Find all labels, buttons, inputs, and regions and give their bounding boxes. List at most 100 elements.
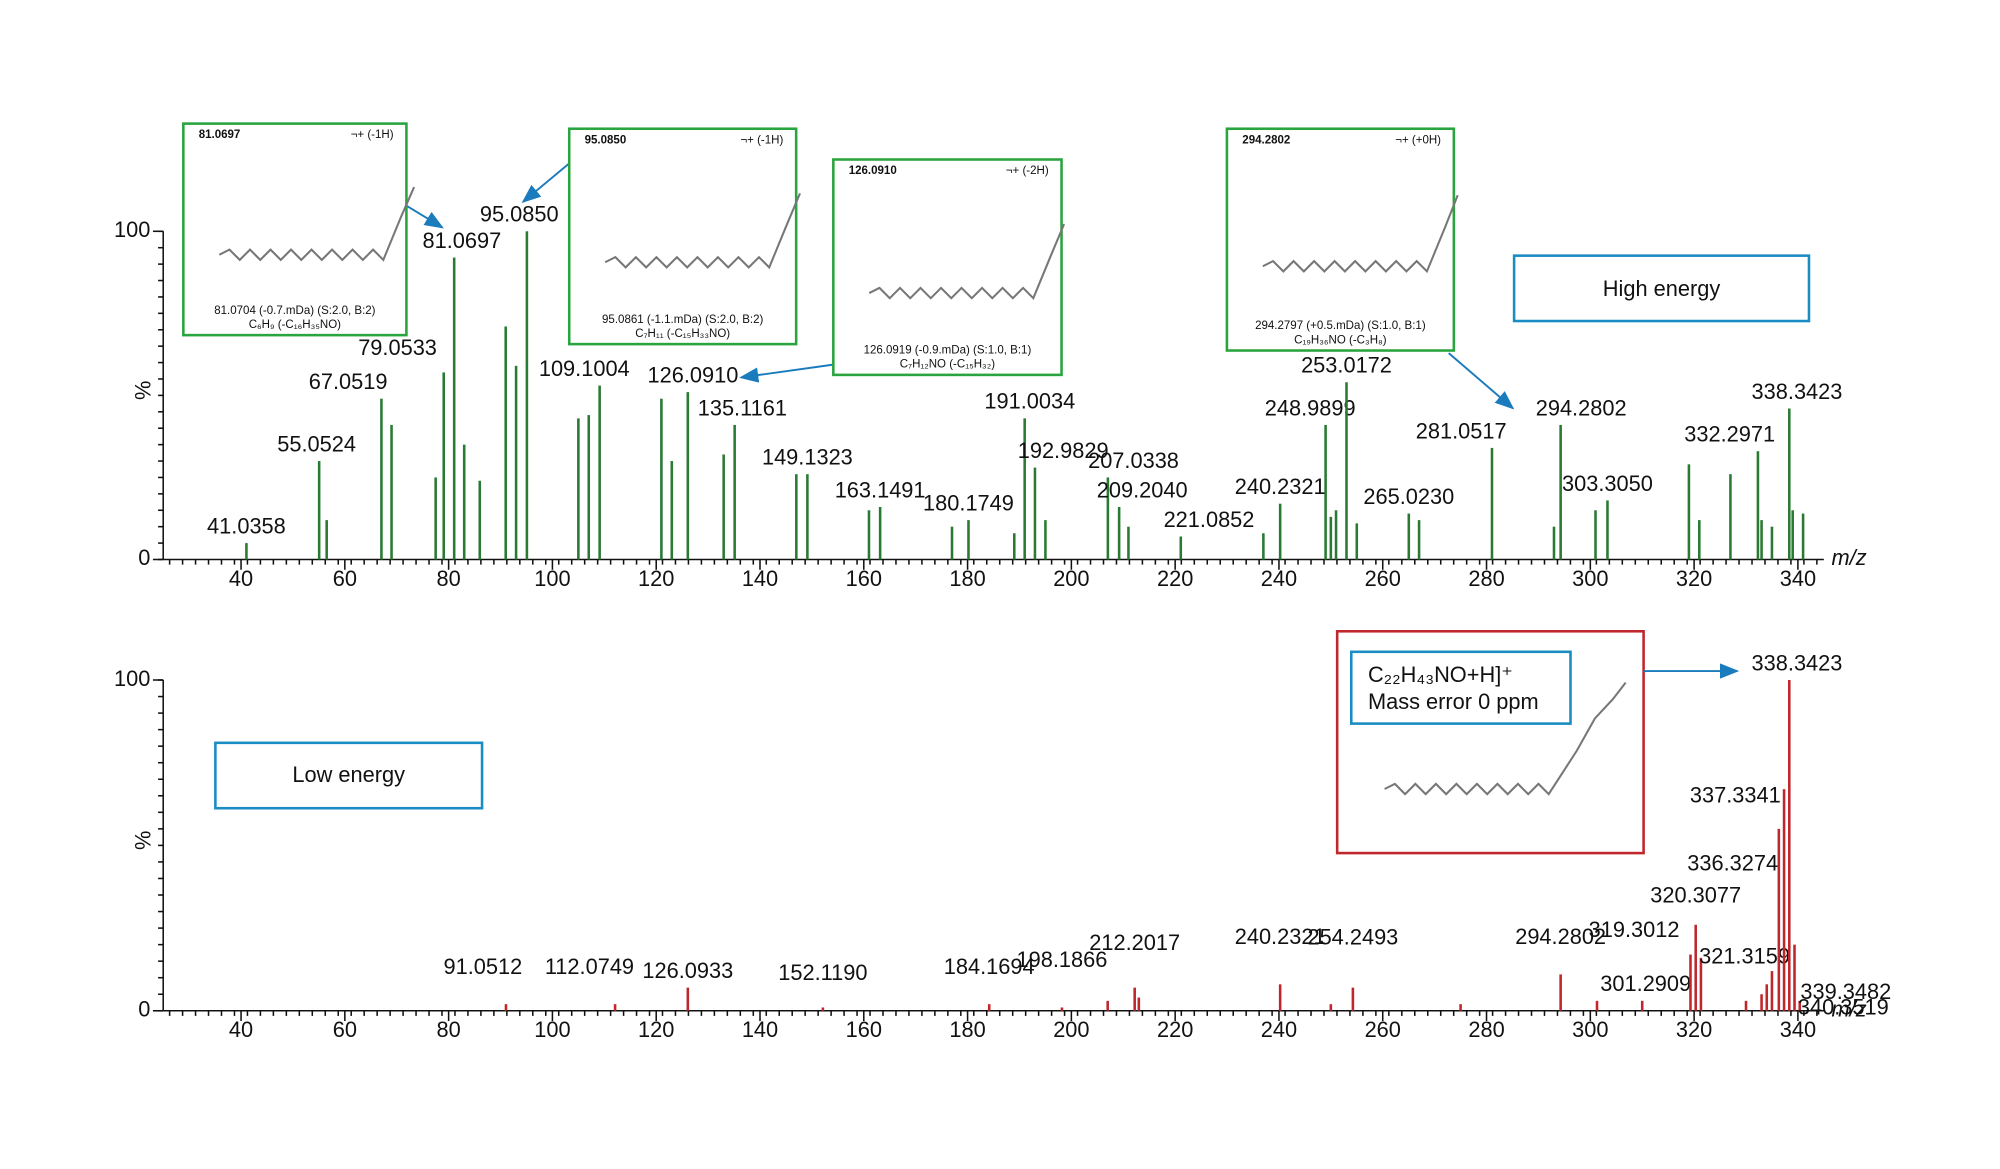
x-tick-label: 60	[333, 566, 357, 591]
peak	[686, 392, 690, 560]
peak-label: 301.2909	[1600, 971, 1691, 996]
x-tick-label: 280	[1468, 566, 1504, 591]
peak-label: 253.0172	[1301, 353, 1392, 378]
x-tick-label: 180	[949, 566, 985, 591]
peak	[462, 444, 466, 560]
peak	[1324, 424, 1327, 560]
peak	[1013, 533, 1016, 560]
peak-label: 339.3482	[1800, 979, 1891, 1004]
peak	[1127, 526, 1130, 560]
structure-box	[567, 127, 798, 346]
molecule	[218, 186, 416, 262]
peak	[442, 372, 445, 560]
fragment-formula: C₆H₉ (-C₁₆H₃₅NO)	[249, 319, 341, 331]
peak	[1345, 382, 1348, 560]
peak	[1559, 974, 1562, 1011]
peak	[1407, 513, 1411, 560]
peak-label: 320.3077	[1650, 882, 1741, 907]
peak	[1782, 789, 1786, 1011]
x-tick-label: 240	[1261, 1017, 1297, 1042]
peak-label: 126.0910	[648, 362, 739, 387]
peak	[821, 1007, 825, 1011]
peak	[1417, 520, 1421, 560]
x-tick-label: 220	[1157, 566, 1193, 591]
peak	[577, 418, 580, 560]
x-tick-label: 300	[1572, 1017, 1608, 1042]
peak-label: 240.2321	[1235, 924, 1326, 949]
energy-label: Low energy	[292, 762, 405, 787]
peak	[1606, 500, 1609, 560]
peak	[1699, 957, 1703, 1011]
x-tick-label: 320	[1676, 566, 1712, 591]
peak	[686, 987, 690, 1011]
peak-label: 112.0749	[545, 954, 634, 979]
x-tick-label: 120	[638, 566, 674, 591]
y-tick-label: 100	[114, 666, 150, 691]
peak	[1694, 924, 1697, 1011]
peak	[587, 415, 591, 560]
x-tick-label: 220	[1157, 1017, 1193, 1042]
x-tick-label: 200	[1053, 1017, 1089, 1042]
y-axis-label: %	[131, 381, 156, 400]
x-tick-label: 260	[1365, 566, 1401, 591]
molecule	[1384, 681, 1627, 796]
structure-box	[182, 122, 408, 337]
match-info: 294.2797 (+0.5.mDa) (S:1.0, B:1)	[1255, 320, 1426, 332]
peak	[325, 520, 328, 560]
x-tick-label: 40	[229, 566, 253, 591]
peak	[1594, 510, 1597, 560]
peak	[1355, 523, 1359, 560]
annotation-arrow	[739, 363, 834, 383]
peak	[806, 474, 809, 560]
peak	[1788, 408, 1791, 560]
peak-label: 152.1190	[778, 960, 867, 985]
mass-error: Mass error 0 ppm	[1368, 689, 1539, 714]
x-tick-label: 140	[742, 1017, 778, 1042]
x-tick-label: 300	[1572, 566, 1608, 591]
peak	[1117, 506, 1121, 560]
peak	[380, 398, 383, 560]
peak	[733, 424, 736, 560]
x-tick-label: 140	[742, 566, 778, 591]
peak	[1033, 467, 1037, 560]
x-tick-label: 320	[1676, 1017, 1712, 1042]
peak	[245, 543, 248, 560]
energy-box	[1512, 254, 1811, 323]
x-axis-label: m/z	[1832, 997, 1867, 1022]
peak-label: 281.0517	[1416, 418, 1507, 443]
fragment-formula: C₇H₁₁ (-C₁₅H₃₃NO)	[635, 328, 730, 340]
x-tick-label: 120	[638, 1017, 674, 1042]
peak-label: 41.0358	[207, 513, 286, 538]
precursor-formula: C₂₂H₄₃NO+H]⁺	[1368, 662, 1513, 687]
match-info: 126.0919 (-0.9.mDa) (S:1.0, B:1)	[864, 345, 1032, 357]
fragment-formula: C₁₉H₃₆NO (-C₃H₈)	[1294, 334, 1387, 346]
molecule	[868, 223, 1066, 300]
x-tick-label: 240	[1261, 566, 1297, 591]
ion-mass: 95.0850	[585, 134, 627, 146]
y-tick-label: 0	[138, 997, 150, 1022]
peak-label: 265.0230	[1363, 484, 1454, 509]
peak	[1106, 1000, 1109, 1011]
peak	[613, 1004, 617, 1011]
peak-label: 126.0933	[642, 958, 733, 983]
peak-label: 55.0524	[277, 431, 356, 456]
peak-label: 340.3519	[1798, 994, 1889, 1019]
peak-label: 192.9829	[1018, 438, 1109, 463]
peak	[1760, 994, 1763, 1011]
peak-label: 95.0850	[480, 202, 559, 227]
ion-mass: 126.0910	[849, 165, 897, 177]
peak	[1801, 513, 1805, 560]
peak-label: 198.1866	[1017, 947, 1108, 972]
peak	[1278, 984, 1282, 1011]
peak-label: 207.0338	[1088, 448, 1179, 473]
peak	[1793, 944, 1796, 1011]
peak-label: 337.3341	[1690, 783, 1781, 808]
x-tick-label: 160	[846, 1017, 882, 1042]
peak-label: 248.9899	[1265, 395, 1356, 420]
peak	[1777, 828, 1781, 1011]
fragment-formula: C₇H₁₂NO (-C₁₅H₃₂)	[900, 359, 995, 371]
peak-label: 163.1491	[835, 477, 926, 502]
peak	[504, 1004, 508, 1011]
peak-label: 332.2971	[1684, 422, 1775, 447]
peak	[1179, 536, 1183, 560]
